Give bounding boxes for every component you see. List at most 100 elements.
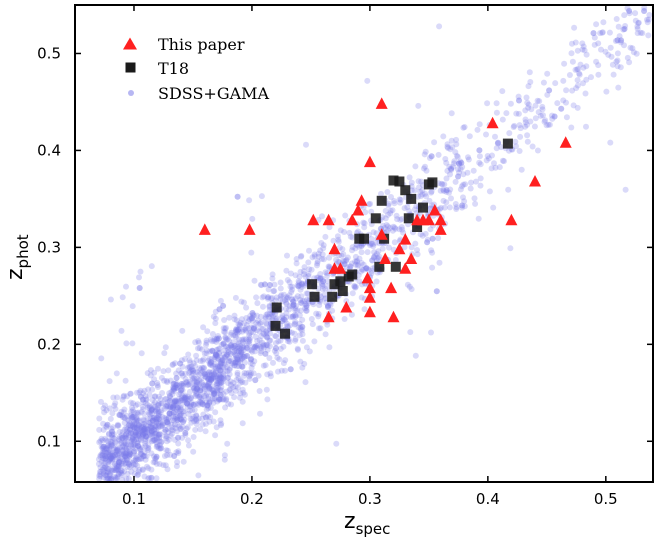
- data-point-sdss-gama: [563, 114, 570, 121]
- data-point-sdss-gama: [154, 414, 161, 421]
- data-point-sdss-gama: [165, 420, 172, 427]
- data-point-sdss-gama: [292, 336, 299, 343]
- data-point-sdss-gama: [574, 47, 581, 54]
- data-point-sdss-gama: [569, 40, 575, 47]
- data-point-sdss-gama: [193, 352, 200, 359]
- data-point-sdss-gama: [515, 110, 522, 117]
- data-point-sdss-gama: [159, 421, 166, 428]
- data-point-sdss-gama: [214, 335, 221, 342]
- data-point-sdss-gama: [114, 445, 121, 452]
- data-point-sdss-gama: [494, 140, 501, 147]
- data-point-sdss-gama: [102, 453, 109, 460]
- data-point-sdss-gama: [246, 337, 253, 344]
- data-point-sdss-gama: [311, 338, 318, 345]
- data-point-sdss-gama: [143, 425, 150, 432]
- data-point-sdss-gama: [348, 301, 355, 308]
- data-point-sdss-gama: [243, 370, 250, 377]
- data-point-sdss-gama: [499, 116, 506, 123]
- data-point-sdss-gama: [235, 336, 242, 343]
- data-point-sdss-gama: [192, 376, 198, 382]
- data-point-sdss-gama: [572, 39, 579, 46]
- data-point-sdss-gama: [378, 190, 384, 197]
- data-point-sdss-gama: [449, 144, 456, 151]
- data-point-sdss-gama: [277, 293, 284, 300]
- data-point-sdss-gama: [458, 159, 465, 166]
- data-point-sdss-gama: [116, 450, 123, 457]
- data-point-sdss-gama: [149, 406, 155, 413]
- data-point-sdss-gama: [284, 294, 291, 301]
- data-point-sdss-gama: [153, 426, 160, 433]
- data-point-sdss-gama: [190, 360, 197, 367]
- data-point-sdss-gama: [119, 412, 126, 419]
- data-point-sdss-gama: [408, 244, 415, 251]
- data-point-sdss-gama: [197, 386, 204, 393]
- data-point-sdss-gama: [573, 85, 580, 92]
- data-point-sdss-gama: [346, 229, 353, 236]
- data-point-sdss-gama: [209, 383, 216, 390]
- data-point-sdss-gama: [232, 359, 239, 366]
- data-point-sdss-gama: [253, 294, 260, 301]
- data-point-sdss-gama: [269, 271, 276, 278]
- data-point-sdss-gama: [201, 382, 208, 389]
- data-point-sdss-gama: [250, 329, 257, 336]
- data-point-sdss-gama: [183, 395, 190, 402]
- data-point-sdss-gama: [223, 324, 229, 331]
- data-point-sdss-gama: [149, 424, 156, 431]
- data-point-sdss-gama: [444, 143, 451, 150]
- data-point-sdss-gama: [621, 26, 628, 32]
- data-point-sdss-gama: [234, 193, 241, 200]
- data-point-sdss-gama: [161, 350, 168, 357]
- data-point-sdss-gama: [574, 66, 580, 73]
- data-point-sdss-gama: [293, 260, 300, 267]
- data-point-sdss-gama: [212, 315, 219, 322]
- data-point-sdss-gama: [260, 293, 267, 300]
- data-point-sdss-gama: [210, 371, 217, 378]
- data-point-sdss-gama: [192, 401, 199, 408]
- data-point-sdss-gama: [476, 147, 483, 154]
- data-point-sdss-gama: [544, 70, 551, 77]
- data-point-sdss-gama: [126, 452, 133, 459]
- data-point-sdss-gama: [193, 386, 200, 392]
- data-point-sdss-gama: [476, 121, 483, 128]
- data-point-sdss-gama: [279, 318, 286, 325]
- data-point-sdss-gama: [140, 399, 147, 406]
- data-point-sdss-gama: [98, 355, 105, 362]
- data-point-sdss-gama: [136, 274, 142, 281]
- data-point-sdss-gama: [493, 109, 500, 116]
- data-point-sdss-gama: [284, 323, 291, 330]
- data-point-sdss-gama: [326, 263, 333, 270]
- data-point-sdss-gama: [166, 436, 173, 443]
- data-point-sdss-gama: [212, 320, 219, 327]
- data-point-sdss-gama: [250, 370, 257, 377]
- data-point-sdss-gama: [241, 299, 247, 306]
- data-point-sdss-gama: [225, 400, 232, 407]
- data-point-sdss-gama: [133, 418, 140, 425]
- data-point-sdss-gama: [122, 440, 129, 447]
- data-point-sdss-gama: [213, 338, 220, 345]
- data-point-sdss-gama: [160, 368, 167, 375]
- data-point-sdss-gama: [193, 390, 200, 397]
- data-point-sdss-gama: [303, 307, 310, 314]
- data-point-sdss-gama: [116, 459, 122, 466]
- data-point-sdss-gama: [136, 285, 143, 291]
- data-point-sdss-gama: [468, 179, 474, 186]
- data-point-sdss-gama: [251, 358, 258, 365]
- data-point-sdss-gama: [211, 371, 218, 378]
- data-point-sdss-gama: [460, 171, 467, 178]
- data-point-sdss-gama: [441, 204, 448, 211]
- data-point-sdss-gama: [149, 386, 156, 393]
- data-point-sdss-gama: [271, 347, 278, 354]
- data-point-sdss-gama: [100, 474, 107, 481]
- data-point-sdss-gama: [151, 430, 158, 437]
- data-point-sdss-gama: [120, 458, 127, 465]
- data-point-sdss-gama: [234, 384, 241, 391]
- data-point-sdss-gama: [368, 236, 375, 242]
- data-point-sdss-gama: [137, 447, 144, 454]
- data-point-sdss-gama: [197, 398, 203, 405]
- data-point-sdss-gama: [237, 319, 244, 326]
- data-point-sdss-gama: [353, 257, 360, 264]
- data-point-sdss-gama: [293, 256, 300, 262]
- data-point-sdss-gama: [129, 460, 136, 466]
- data-point-sdss-gama: [143, 396, 150, 403]
- data-point-sdss-gama: [248, 370, 254, 377]
